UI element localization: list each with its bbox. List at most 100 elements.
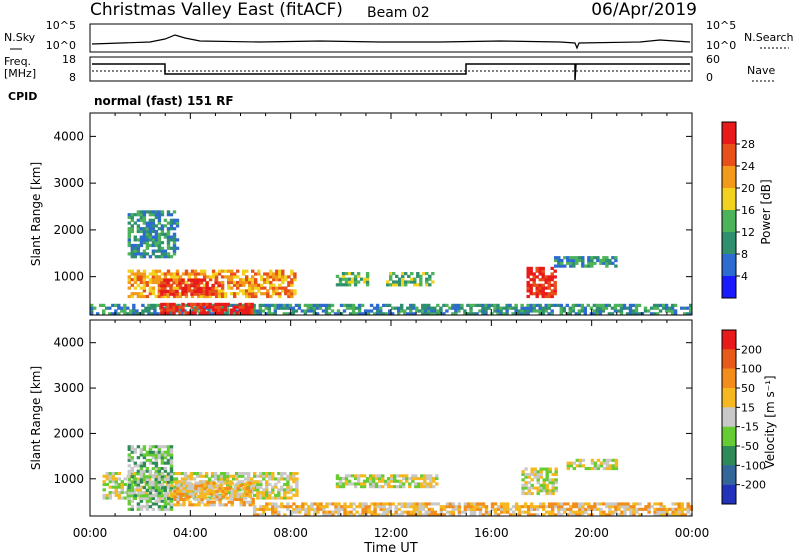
heatmap-cell bbox=[200, 489, 204, 493]
heatmap-cell bbox=[337, 513, 341, 517]
heatmap-cell bbox=[120, 496, 124, 500]
heatmap-cell bbox=[172, 252, 177, 256]
heatmap-cell bbox=[538, 309, 542, 313]
heatmap-cell bbox=[596, 256, 600, 260]
heatmap-cell bbox=[524, 472, 528, 476]
heatmap-cell bbox=[292, 480, 296, 484]
heatmap-cell bbox=[638, 513, 642, 517]
heatmap-cell bbox=[644, 505, 648, 509]
heatmap-cell bbox=[569, 510, 573, 514]
heatmap-cell bbox=[287, 280, 291, 285]
heatmap-cell bbox=[628, 306, 633, 310]
heatmap-cell bbox=[338, 283, 343, 287]
heatmap-cell bbox=[569, 258, 573, 263]
heatmap-cell bbox=[247, 474, 251, 478]
heatmap-cell bbox=[635, 507, 639, 511]
heatmap-cell bbox=[493, 303, 497, 307]
heatmap-cell bbox=[133, 464, 137, 468]
heatmap-cell bbox=[227, 269, 231, 273]
heatmap-cell bbox=[127, 221, 131, 225]
heatmap-cell bbox=[225, 306, 229, 310]
heatmap-cell bbox=[142, 255, 147, 259]
heatmap-cell bbox=[333, 312, 338, 316]
heatmap-cell bbox=[378, 479, 382, 483]
heatmap-cell bbox=[145, 280, 150, 285]
heatmap-cell bbox=[139, 477, 144, 481]
heatmap-cell bbox=[572, 502, 576, 506]
heatmap-cell bbox=[114, 485, 118, 489]
heatmap-cell bbox=[481, 312, 485, 316]
heatmap-cell bbox=[90, 312, 94, 316]
heatmap-cell bbox=[166, 480, 171, 484]
heatmap-cell bbox=[295, 482, 299, 486]
heatmap-cell bbox=[448, 505, 453, 509]
heatmap-cell bbox=[214, 292, 218, 296]
heatmap-cell bbox=[139, 480, 144, 484]
heatmap-cell bbox=[226, 496, 230, 500]
heatmap-cell bbox=[407, 274, 411, 278]
heatmap-cell bbox=[595, 312, 600, 316]
heatmap-cell bbox=[384, 479, 388, 483]
heatmap-cell bbox=[280, 477, 284, 481]
heatmap-cell bbox=[203, 487, 207, 491]
heatmap-cell bbox=[217, 284, 221, 288]
heatmap-cell bbox=[194, 484, 198, 488]
heatmap-cell bbox=[530, 513, 534, 517]
heatmap-cell bbox=[292, 472, 296, 476]
heatmap-cell bbox=[616, 309, 621, 313]
heatmap-cell bbox=[544, 294, 548, 299]
heatmap-cell bbox=[230, 278, 234, 282]
heatmap-cell bbox=[360, 312, 365, 316]
heatmap-cell bbox=[260, 275, 264, 279]
heatmap-cell bbox=[188, 500, 192, 504]
heatmap-cell bbox=[151, 238, 156, 242]
heatmap-cell bbox=[536, 513, 540, 517]
heatmap-cell bbox=[421, 303, 425, 307]
heatmap-cell bbox=[327, 312, 332, 316]
heatmap-cell bbox=[166, 252, 171, 256]
heatmap-cell bbox=[136, 246, 141, 250]
heatmap-cell bbox=[258, 309, 262, 313]
heatmap-cell bbox=[336, 309, 341, 313]
heatmap-cell bbox=[166, 447, 171, 451]
heatmap-cell bbox=[349, 502, 353, 506]
heatmap-cell bbox=[578, 510, 582, 514]
heatmap-cell bbox=[356, 477, 361, 481]
heatmap-cell bbox=[442, 312, 446, 316]
heatmap-cell bbox=[538, 283, 542, 287]
heatmap-cell bbox=[111, 480, 115, 484]
heatmap-cell bbox=[373, 507, 377, 511]
heatmap-cell bbox=[268, 493, 272, 497]
heatmap-cell bbox=[379, 306, 383, 310]
heatmap-cell bbox=[545, 483, 549, 487]
heatmap-cell bbox=[233, 484, 237, 488]
heatmap-cell bbox=[163, 275, 168, 279]
heatmap-cell bbox=[448, 510, 453, 514]
heatmap-cell bbox=[553, 280, 557, 285]
heatmap-cell bbox=[408, 482, 412, 486]
colorbar-swatch bbox=[722, 465, 736, 485]
heatmap-cell bbox=[508, 507, 513, 511]
heatmap-cell bbox=[227, 286, 231, 290]
heatmap-cell bbox=[575, 258, 579, 263]
heatmap-cell bbox=[233, 292, 237, 296]
heatmap-cell bbox=[160, 249, 165, 253]
heatmap-cell bbox=[595, 309, 600, 313]
heatmap-cell bbox=[568, 306, 572, 310]
heatmap-cell bbox=[424, 312, 428, 316]
heatmap-cell bbox=[382, 510, 386, 514]
heatmap-cell bbox=[587, 256, 591, 260]
heatmap-cell bbox=[590, 507, 594, 511]
heatmap-cell bbox=[634, 309, 639, 313]
heatmap-cell bbox=[331, 502, 335, 506]
heatmap-cell bbox=[136, 491, 141, 495]
heatmap-cell bbox=[571, 306, 575, 310]
heatmap-cell bbox=[532, 275, 536, 279]
heatmap-cell bbox=[353, 482, 358, 486]
heatmap-cell bbox=[135, 309, 139, 313]
heatmap-cell bbox=[127, 269, 131, 273]
heatmap-cell bbox=[117, 482, 121, 486]
heatmap-cell bbox=[169, 450, 174, 454]
heatmap-cell bbox=[145, 243, 150, 248]
heatmap-cell bbox=[148, 243, 153, 248]
